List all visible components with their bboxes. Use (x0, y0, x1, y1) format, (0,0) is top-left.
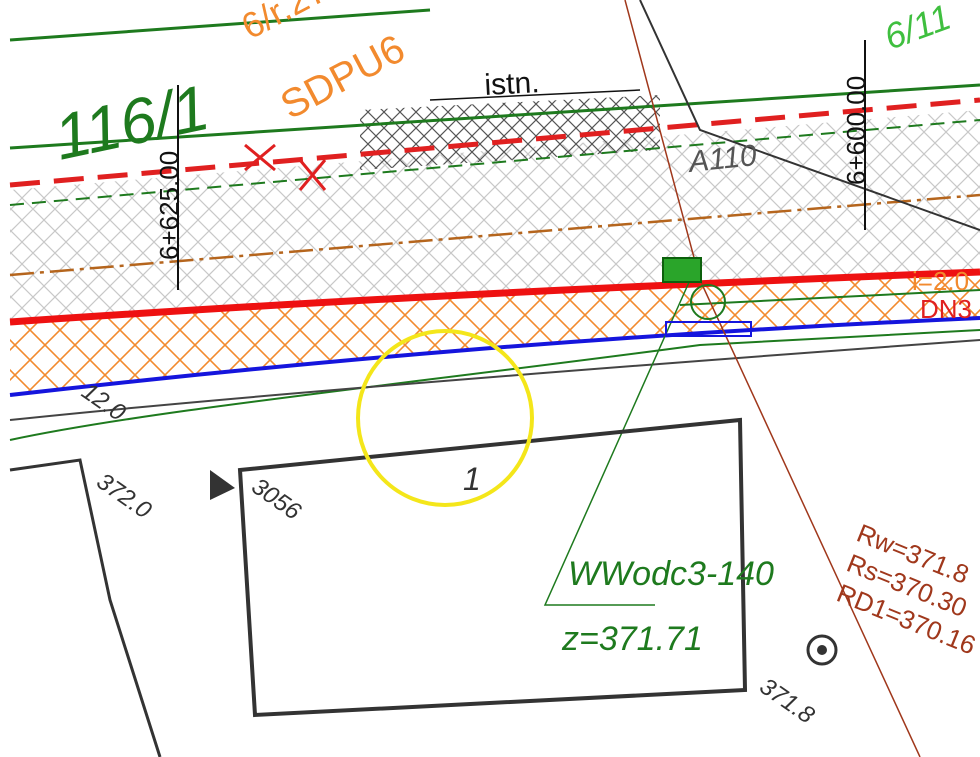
green-edge (9, 8, 431, 42)
manhole-symbol (662, 257, 702, 283)
survey-point (817, 645, 827, 655)
red-dashed (9, 97, 980, 188)
leader-line (543, 279, 691, 606)
curb-line (9, 339, 980, 421)
label: A110 (685, 139, 758, 179)
road-hatch (10, 110, 980, 320)
chainage: 6+600.00 (841, 76, 871, 185)
manhole-name: WWodc3-140 (568, 555, 774, 593)
green-edge (9, 83, 980, 150)
green-line (9, 329, 980, 441)
blue-box (665, 321, 752, 337)
slope-label: i=2.0 (912, 266, 969, 296)
arrow-mark (210, 470, 235, 500)
parcel-edge (639, 0, 980, 231)
blue-pipe (9, 316, 980, 397)
building (237, 417, 748, 718)
chainage: 6+625.00 (154, 151, 184, 260)
pipe-label: DN3 (920, 294, 972, 324)
survey-point (806, 634, 838, 666)
parcel-edge (9, 458, 162, 757)
red-line (9, 268, 980, 326)
label: istn. (484, 66, 541, 102)
manhole-level: z=371.71 (561, 620, 703, 658)
red-cross (244, 143, 327, 191)
dark-hatch (360, 95, 660, 170)
green-circle (690, 284, 726, 320)
pointer-line (429, 89, 641, 101)
parcel-number: 1 (463, 461, 481, 497)
brown-dashdot (9, 193, 980, 277)
highlight-circle (356, 329, 534, 507)
green-dashed (9, 119, 980, 206)
green-line (679, 289, 980, 306)
